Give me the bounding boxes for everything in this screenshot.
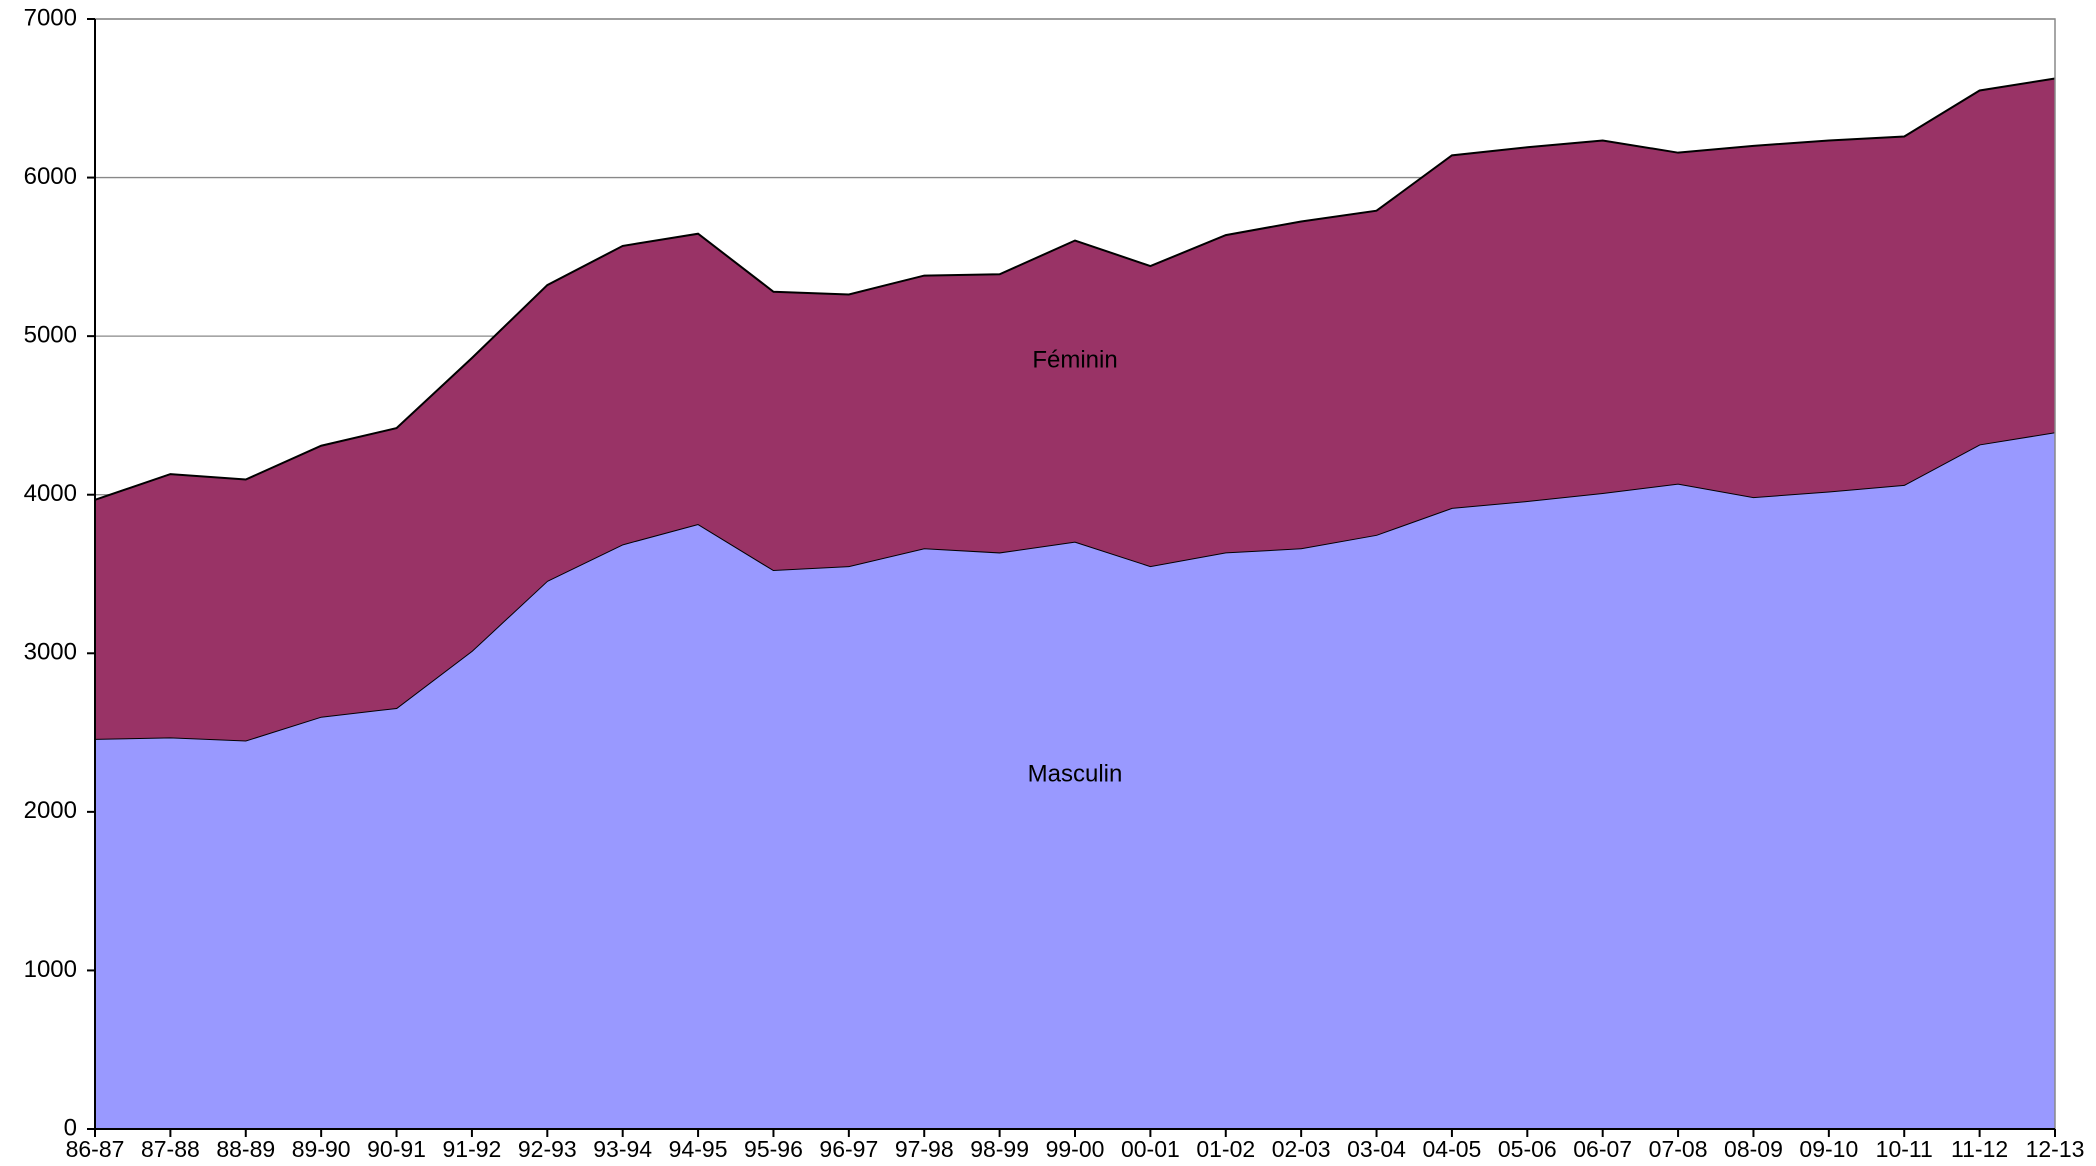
x-tick-label: 87-88 (141, 1136, 200, 1162)
x-tick-label: 12-13 (2026, 1136, 2085, 1162)
x-tick-label: 86-87 (66, 1136, 125, 1162)
x-tick-label: 01-02 (1196, 1136, 1255, 1162)
x-tick-label: 91-92 (443, 1136, 502, 1162)
y-tick-label: 0 (64, 1114, 77, 1141)
area-edge (94, 77, 2056, 501)
x-tick-label: 93-94 (593, 1136, 652, 1162)
x-tick-label: 89-90 (292, 1136, 351, 1162)
x-tick-label: 05-06 (1498, 1136, 1557, 1162)
y-tick-label: 3000 (24, 639, 77, 666)
y-tick-label: 2000 (24, 797, 77, 824)
x-tick-label: 94-95 (669, 1136, 728, 1162)
series-label: Féminin (1032, 346, 1117, 373)
x-tick-label: 02-03 (1272, 1136, 1331, 1162)
y-tick-label: 7000 (24, 4, 77, 31)
x-tick-label: 90-91 (367, 1136, 426, 1162)
x-tick-label: 98-99 (970, 1136, 1029, 1162)
x-tick-label: 06-07 (1573, 1136, 1632, 1162)
series-label: Masculin (1028, 761, 1123, 788)
area (95, 432, 2055, 1129)
x-tick-label: 04-05 (1423, 1136, 1482, 1162)
y-tick-label: 4000 (24, 480, 77, 507)
y-tick-label: 6000 (24, 163, 77, 190)
y-tick-label: 1000 (24, 956, 77, 983)
x-tick-label: 00-01 (1121, 1136, 1180, 1162)
x-tick-label: 09-10 (1799, 1136, 1858, 1162)
x-tick-label: 97-98 (895, 1136, 954, 1162)
x-tick-label: 07-08 (1649, 1136, 1708, 1162)
x-tick-label: 96-97 (819, 1136, 878, 1162)
x-tick-label: 10-11 (1876, 1136, 1933, 1162)
x-tick-label: 08-09 (1724, 1136, 1783, 1162)
area (95, 78, 2055, 741)
x-tick-label: 92-93 (518, 1136, 577, 1162)
x-tick-label: 99-00 (1046, 1136, 1105, 1162)
y-tick-label: 5000 (24, 321, 77, 348)
x-tick-label: 03-04 (1347, 1136, 1406, 1162)
x-tick-label: 11-12 (1951, 1136, 2008, 1162)
x-tick-label: 95-96 (744, 1136, 803, 1162)
x-tick-label: 88-89 (216, 1136, 275, 1162)
